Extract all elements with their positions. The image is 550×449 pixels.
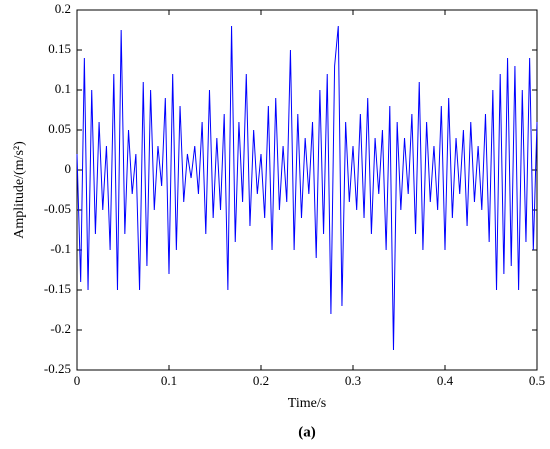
x-tick-label: 0.3 xyxy=(345,373,361,388)
x-tick-label: 0 xyxy=(74,373,81,388)
x-axis-label: Time/s xyxy=(288,396,326,411)
y-tick-label: -0.2 xyxy=(50,321,71,336)
y-tick-label: -0.1 xyxy=(50,241,71,256)
x-tick-label: 0.4 xyxy=(437,373,454,388)
y-tick-label: -0.15 xyxy=(44,281,71,296)
caption: (a) xyxy=(298,424,316,440)
y-tick-label: -0.25 xyxy=(44,361,71,376)
y-tick-label: 0.15 xyxy=(48,41,71,56)
y-tick-label: 0.05 xyxy=(48,121,71,136)
y-tick-label: -0.05 xyxy=(44,201,71,216)
y-tick-label: 0.1 xyxy=(55,81,71,96)
plot-frame xyxy=(76,9,538,371)
x-tick-label: 0.5 xyxy=(529,373,545,388)
signal-line xyxy=(76,25,538,351)
y-tick-label: 0.2 xyxy=(55,1,71,16)
y-tick-label: 0 xyxy=(65,161,72,176)
y-axis-label: Amplitude/(m/s²) xyxy=(12,141,27,239)
x-tick-label: 0.2 xyxy=(253,373,269,388)
x-tick-label: 0.1 xyxy=(161,373,177,388)
